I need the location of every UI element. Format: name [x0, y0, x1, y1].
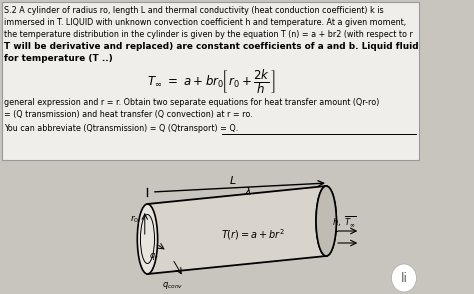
- Text: general expression and r = r. Obtain two separate equations for heat transfer am: general expression and r = r. Obtain two…: [4, 98, 379, 107]
- Text: li: li: [401, 273, 408, 285]
- Text: immersed in T. LIQUID with unknown convection coefficient h and temperature. At : immersed in T. LIQUID with unknown conve…: [4, 18, 406, 27]
- Text: $T(r)= a+br^2$: $T(r)= a+br^2$: [221, 228, 285, 242]
- FancyBboxPatch shape: [2, 2, 419, 160]
- Text: S.2 A cylinder of radius ro, length L and thermal conductivity (heat conduction : S.2 A cylinder of radius ro, length L an…: [4, 6, 383, 15]
- Text: $\lambda$: $\lambda$: [244, 185, 252, 197]
- Text: L: L: [229, 176, 236, 186]
- Ellipse shape: [316, 186, 337, 256]
- Text: = (Q transmission) and heat transfer (Q convection) at r = ro.: = (Q transmission) and heat transfer (Q …: [4, 110, 252, 119]
- Text: $h,\ \overline{T_{\infty}}$: $h,\ \overline{T_{\infty}}$: [332, 214, 356, 229]
- Text: $T_{\infty}\ =\ a + br_0\!\left[\,r_0 + \dfrac{2k}{h}\,\right]$: $T_{\infty}\ =\ a + br_0\!\left[\,r_0 + …: [147, 68, 276, 96]
- Text: $q_r$: $q_r$: [149, 251, 159, 262]
- Text: T will be derivative and replaced) are constant coefficients of a and b. Liquid : T will be derivative and replaced) are c…: [4, 42, 418, 51]
- Text: You can abbreviate (Qtransmission) = Q (Qtransport) = Q.: You can abbreviate (Qtransmission) = Q (…: [4, 124, 238, 133]
- Polygon shape: [147, 186, 326, 274]
- Text: $q_{conv}$: $q_{conv}$: [162, 280, 183, 291]
- Text: $r_0$: $r_0$: [130, 213, 140, 225]
- Circle shape: [392, 264, 417, 292]
- Ellipse shape: [137, 204, 158, 274]
- Ellipse shape: [316, 186, 337, 256]
- Text: the temperature distribution in the cylinder is given by the equation T (n) = a : the temperature distribution in the cyli…: [4, 30, 412, 39]
- Text: for temperature (T ..): for temperature (T ..): [4, 54, 112, 63]
